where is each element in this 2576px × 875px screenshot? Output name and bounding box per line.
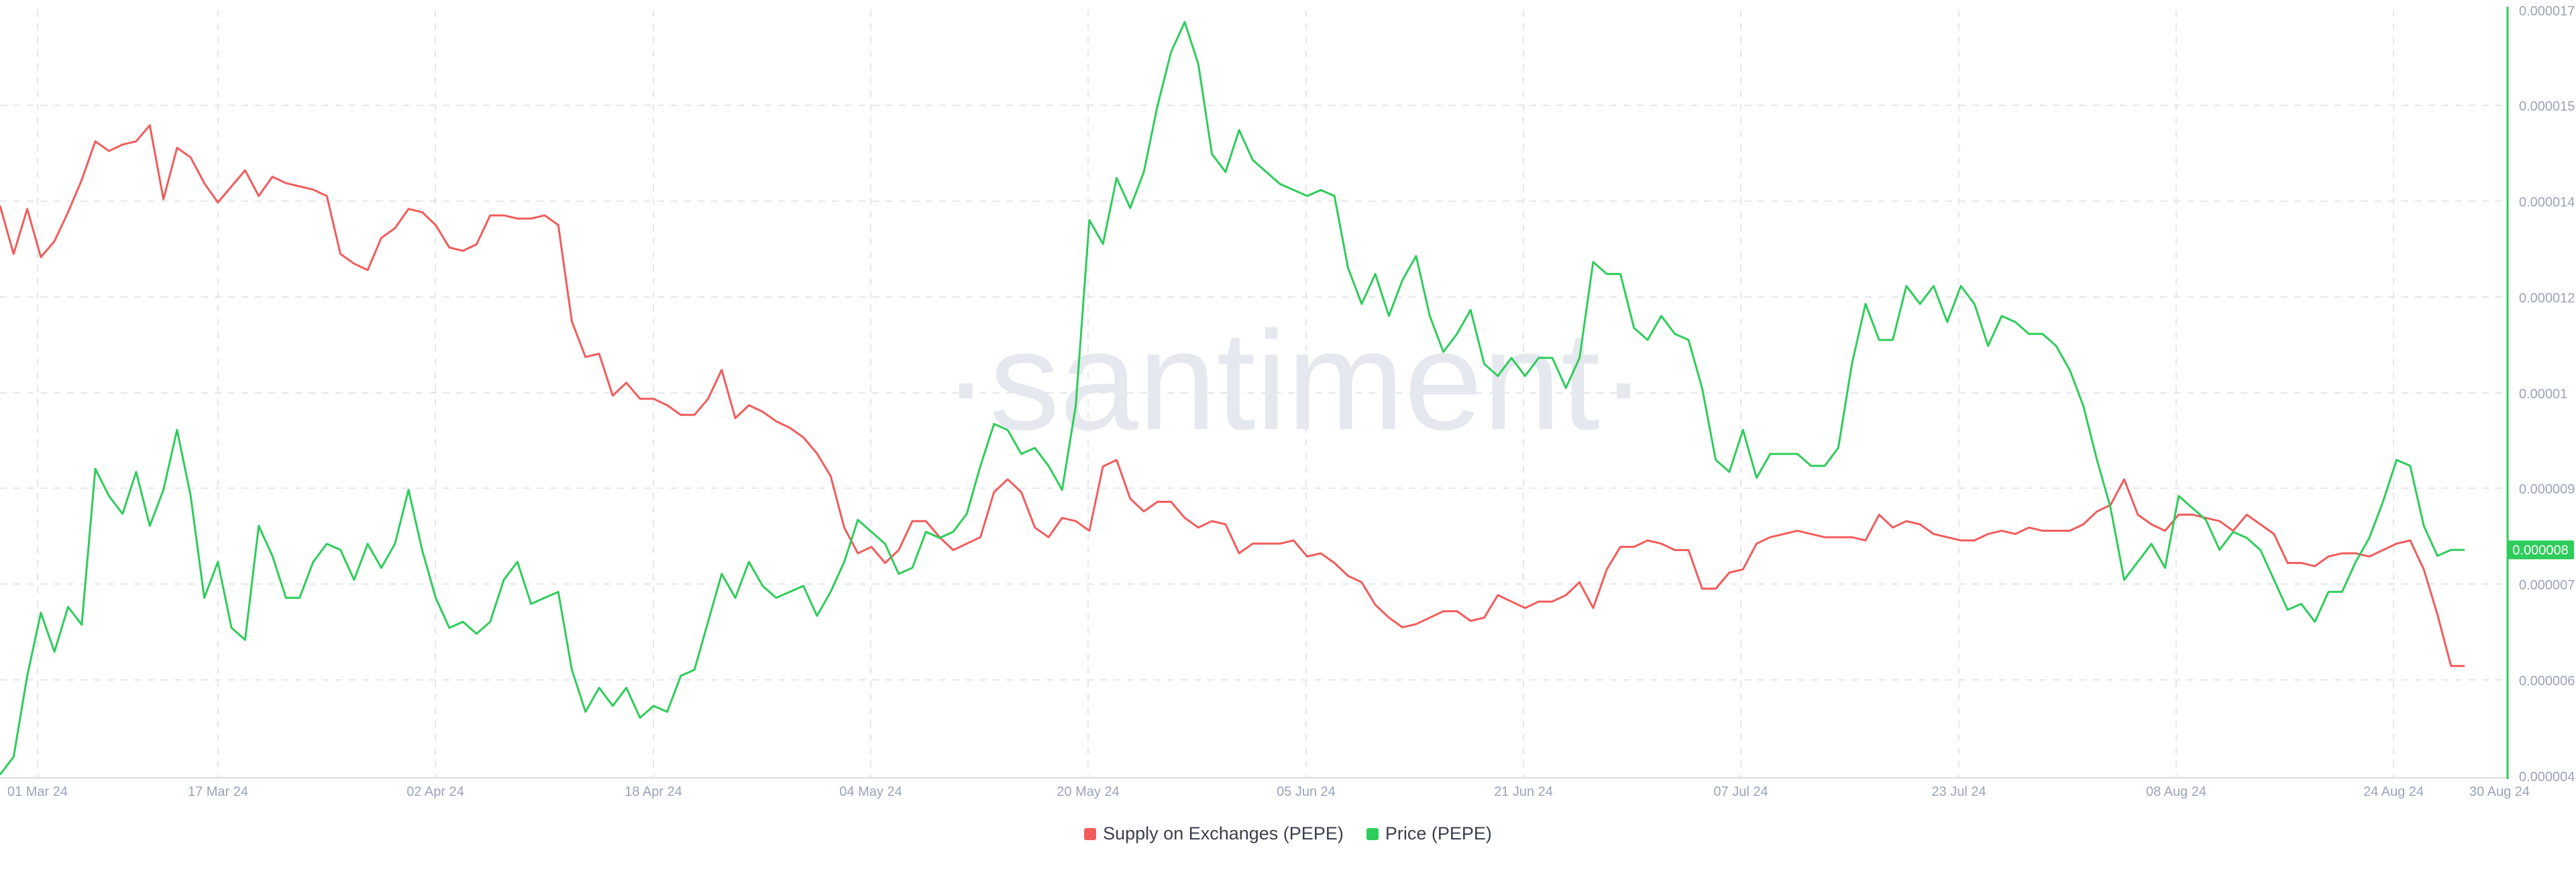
- legend-swatch-supply: [1084, 827, 1097, 840]
- x-tick-label: 17 Mar 24: [188, 784, 248, 799]
- x-tick-label: 07 Jul 24: [1713, 784, 1768, 799]
- y-tick-label: 0.000014: [2519, 195, 2575, 210]
- y-tick-label: 0.000015: [2519, 99, 2575, 114]
- x-tick-label: 04 May 24: [839, 784, 902, 799]
- legend-label-price: Price (PEPE): [1385, 823, 1492, 843]
- current-price-badge-bg: [2507, 540, 2574, 560]
- current-price-badge: 0.000008: [2507, 540, 2574, 560]
- y-tick-label: 0.000004: [2519, 770, 2575, 784]
- y-tick-label: 0.000007: [2519, 578, 2575, 593]
- x-tick-label: 18 Apr 24: [625, 784, 682, 799]
- legend-item-price[interactable]: Price (PEPE): [1366, 823, 1492, 844]
- x-tick-label: 21 Jun 24: [1494, 784, 1553, 799]
- x-tick-label: 08 Aug 24: [2146, 784, 2206, 799]
- x-tick-label: 20 May 24: [1057, 784, 1119, 799]
- y-tick-label: 0.000009: [2519, 482, 2575, 497]
- legend-item-supply[interactable]: Supply on Exchanges (PEPE): [1084, 823, 1344, 844]
- legend: Supply on Exchanges (PEPE) Price (PEPE): [0, 823, 2576, 844]
- series-line-supply: [0, 124, 2465, 667]
- legend-label-supply: Supply on Exchanges (PEPE): [1103, 823, 1344, 843]
- y-tick-label: 0.000017: [2519, 4, 2575, 19]
- series-line-price: [0, 21, 2465, 776]
- y-tick-label: 0.000006: [2519, 674, 2575, 689]
- y-axis-right: 0.000017 0.000015 0.000014 0.000012 0.00001 0…: [2506, 4, 2575, 784]
- y-tick-label: 0.00001: [2519, 387, 2567, 402]
- y-tick-label: 0.000012: [2519, 291, 2575, 306]
- x-tick-label: 23 Jul 24: [1931, 784, 1986, 799]
- grid: [0, 10, 2508, 778]
- series-lines: [0, 21, 2465, 776]
- x-tick-label: 01 Mar 24: [7, 784, 68, 799]
- x-tick-label: 30 Aug 24: [2469, 784, 2530, 799]
- watermark: ·santiment·: [943, 302, 1647, 459]
- x-tick-label: 02 Apr 24: [407, 784, 464, 799]
- legend-swatch-price: [1366, 827, 1379, 840]
- x-tick-label: 24 Aug 24: [2363, 784, 2424, 799]
- current-price-badge-label: 0.000008: [2512, 543, 2568, 558]
- x-tick-label: 05 Jun 24: [1277, 784, 1336, 799]
- x-axis: 01 Mar 24 17 Mar 24 02 Apr 24 18 Apr 24 04 M…: [0, 777, 2530, 799]
